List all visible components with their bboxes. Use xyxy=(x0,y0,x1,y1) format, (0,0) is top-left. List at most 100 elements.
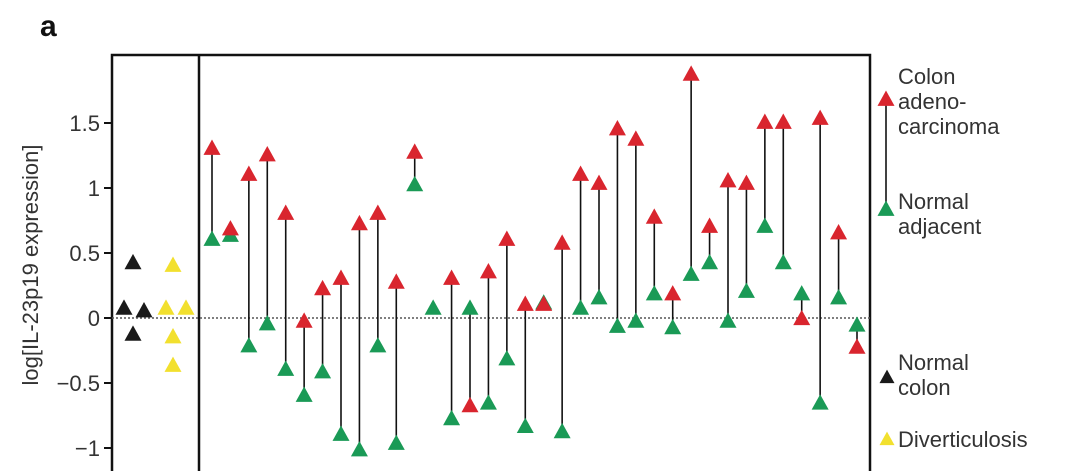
normal-adjacent-point xyxy=(406,175,424,192)
normal-adjacent-point xyxy=(608,317,626,333)
diverticulosis-point xyxy=(164,356,182,372)
normal-adjacent-point xyxy=(498,350,516,366)
normal-adjacent-point xyxy=(516,417,534,434)
normal-adjacent-point xyxy=(774,253,792,270)
tumor-point xyxy=(572,165,590,181)
legend-diverticulosis-label: Diverticulosis xyxy=(898,427,1028,452)
tumor-point xyxy=(701,217,719,233)
normal-adjacent-point xyxy=(424,299,442,315)
legend-tumor-line-1: Colon xyxy=(898,64,956,89)
legend-tumor: Colon adeno- carcinoma xyxy=(898,64,999,139)
normal-adjacent-point xyxy=(830,289,848,305)
normal-adjacent-point xyxy=(332,425,350,441)
legend-tumor-line-3: carcinoma xyxy=(898,114,1000,139)
normal-adjacent-point xyxy=(756,217,774,233)
normal-adjacent-point xyxy=(295,386,313,402)
tumor-point xyxy=(774,113,792,129)
legend-normal-adjacent-line-2: adjacent xyxy=(898,214,982,239)
tumor-point xyxy=(664,285,682,301)
legend-normal-colon-marker xyxy=(879,369,895,384)
normal-adjacent-point xyxy=(387,434,405,450)
normal-adjacent-point xyxy=(350,441,368,457)
legend-normal-adjacent: Normal adjacent xyxy=(898,189,981,239)
normal-adjacent-point xyxy=(645,285,663,301)
y-tick-label: 0 xyxy=(88,306,100,331)
normal-adjacent-point xyxy=(553,422,571,439)
legend-tumor-marker xyxy=(877,90,895,106)
tumor-point xyxy=(369,204,387,220)
tumor-point xyxy=(240,165,258,181)
normal-adjacent-point xyxy=(240,337,258,353)
tumor-point xyxy=(848,338,866,354)
diverticulosis-point xyxy=(157,299,175,315)
normal-colon-point xyxy=(124,253,142,270)
y-tick-label: −1 xyxy=(75,436,100,461)
tumor-point xyxy=(516,295,534,311)
tumor-point xyxy=(793,309,811,326)
data-markers xyxy=(115,65,866,457)
tumor-point xyxy=(553,234,571,250)
normal-adjacent-point xyxy=(719,312,737,328)
legend-diverticulosis: Diverticulosis xyxy=(898,427,1028,452)
tumor-point xyxy=(535,295,553,311)
diverticulosis-point xyxy=(177,299,195,315)
tumor-point xyxy=(682,65,700,81)
tumor-point xyxy=(811,109,829,125)
tumor-point xyxy=(314,279,332,296)
normal-colon-point xyxy=(115,299,133,315)
legend-normal-adjacent-line-1: Normal xyxy=(898,189,969,214)
tumor-point xyxy=(627,130,645,146)
tumor-point xyxy=(203,139,221,155)
normal-adjacent-point xyxy=(314,363,332,379)
normal-adjacent-point xyxy=(848,316,866,332)
tumor-point xyxy=(332,269,350,285)
normal-adjacent-point xyxy=(737,282,755,298)
normal-adjacent-point xyxy=(277,360,295,376)
normal-adjacent-point xyxy=(258,315,276,331)
legend-diverticulosis-marker xyxy=(879,431,895,446)
normal-colon-point xyxy=(135,302,153,318)
normal-adjacent-point xyxy=(664,318,682,335)
normal-adjacent-point xyxy=(590,289,608,305)
diverticulosis-point xyxy=(164,328,182,344)
normal-adjacent-point xyxy=(479,394,497,410)
tumor-point xyxy=(719,172,737,188)
tumor-point xyxy=(590,174,608,190)
tumor-point xyxy=(406,143,424,159)
normal-adjacent-point xyxy=(369,337,387,353)
y-tick-label: 1 xyxy=(88,176,100,201)
normal-adjacent-point xyxy=(811,394,829,410)
tumor-point xyxy=(756,113,774,129)
normal-adjacent-point xyxy=(627,312,645,328)
legend-markers xyxy=(877,90,895,446)
normal-adjacent-point xyxy=(203,230,221,246)
tumor-point xyxy=(277,204,295,220)
legend-tumor-line-2: adeno- xyxy=(898,89,967,114)
y-tick-label: −0.5 xyxy=(57,371,100,396)
tumor-point xyxy=(387,273,405,289)
legend-normal-colon: Normal colon xyxy=(898,350,969,400)
legend-normal-colon-line-2: colon xyxy=(898,375,951,400)
tumor-point xyxy=(608,120,626,136)
normal-adjacent-point xyxy=(461,299,479,315)
tumor-point xyxy=(737,174,755,190)
tumor-point xyxy=(498,230,516,246)
tumor-point xyxy=(221,220,239,236)
legend-normal-colon-line-1: Normal xyxy=(898,350,969,375)
normal-adjacent-point xyxy=(572,299,590,315)
tumor-point xyxy=(258,146,276,162)
y-axis: −1 −0.5 0 0.5 1 1.5 xyxy=(57,111,112,461)
normal-adjacent-point xyxy=(443,409,461,426)
tumor-point xyxy=(295,312,313,328)
tumor-point xyxy=(461,396,479,413)
tumor-point xyxy=(645,208,663,224)
diverticulosis-point xyxy=(164,256,182,272)
y-axis-label: log[IL-23p19 expression] xyxy=(18,145,43,386)
tumor-point xyxy=(443,269,461,285)
normal-adjacent-point xyxy=(701,253,719,270)
normal-adjacent-point xyxy=(793,285,811,301)
tumor-point xyxy=(830,224,848,240)
y-tick-label: 1.5 xyxy=(69,111,100,136)
connector-lines xyxy=(211,74,858,451)
